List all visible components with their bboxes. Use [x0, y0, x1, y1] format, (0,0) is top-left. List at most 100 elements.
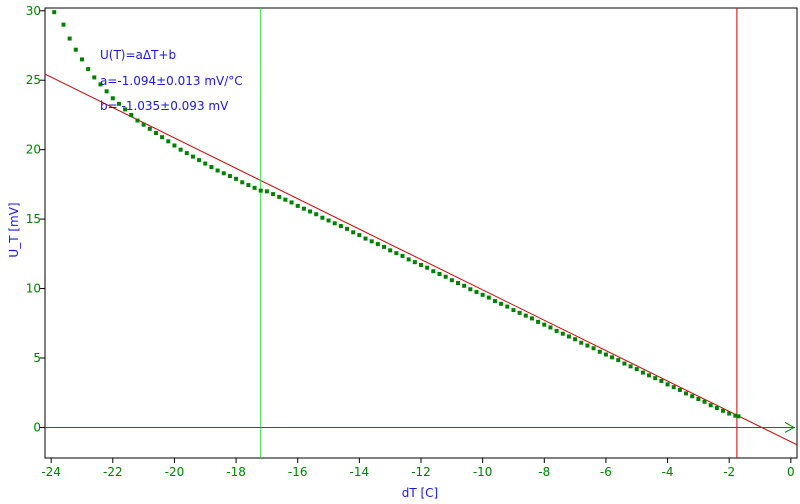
data-point — [696, 396, 701, 401]
data-point — [363, 236, 368, 241]
data-point — [221, 171, 226, 176]
data-point — [264, 189, 269, 194]
data-point — [271, 192, 276, 197]
data-point — [209, 165, 214, 170]
y-tick-label: 10 — [26, 282, 41, 296]
data-point — [61, 22, 66, 27]
data-point — [455, 281, 460, 285]
data-point — [727, 411, 732, 416]
data-point — [529, 316, 534, 321]
data-point — [542, 322, 547, 327]
data-point — [406, 257, 411, 262]
fit-line-layer — [44, 73, 798, 446]
data-point — [400, 253, 405, 258]
x-tick-label: -8 — [538, 465, 550, 479]
data-point — [566, 334, 571, 339]
data-point — [603, 352, 608, 357]
annotation-formula: U(T)=aΔT+b — [100, 48, 176, 62]
data-point — [345, 226, 350, 231]
data-point — [486, 295, 491, 300]
data-point — [443, 274, 448, 279]
data-point — [289, 200, 294, 205]
data-point — [246, 183, 251, 188]
x-tick-label: -12 — [411, 465, 431, 479]
annotation-slope: a=-1.094±0.013 mV/°C — [100, 74, 243, 88]
data-point — [733, 413, 738, 418]
data-point — [419, 262, 423, 267]
data-point — [517, 310, 522, 315]
data-point — [178, 147, 183, 152]
zero-axis-layer — [45, 422, 796, 433]
data-point — [560, 331, 565, 336]
x-tick-label: -24 — [41, 465, 61, 479]
data-point — [412, 260, 417, 265]
data-point — [474, 290, 479, 295]
x-tick-label: -2 — [723, 465, 735, 479]
y-tick-label: 30 — [26, 4, 41, 18]
data-point — [172, 143, 177, 148]
data-point — [665, 382, 670, 387]
fit-line — [44, 73, 798, 446]
data-point — [394, 251, 399, 256]
data-point — [640, 370, 645, 375]
y-tick-label: 0 — [33, 420, 41, 434]
data-point — [480, 292, 485, 297]
data-point — [425, 265, 430, 270]
data-point — [690, 394, 695, 399]
y-tick-label: 25 — [26, 73, 41, 87]
data-point — [369, 239, 374, 244]
data-point — [357, 233, 362, 238]
data-point — [135, 118, 140, 123]
data-point — [579, 340, 584, 345]
data-point — [79, 57, 84, 62]
data-points-layer — [52, 10, 741, 419]
x-tick-label: -6 — [600, 465, 612, 479]
data-point — [338, 224, 343, 229]
data-point — [511, 308, 516, 313]
data-point — [462, 283, 467, 288]
data-point — [147, 126, 152, 131]
data-point — [554, 328, 559, 333]
data-point — [332, 221, 337, 226]
data-point — [671, 385, 676, 390]
data-point — [622, 361, 627, 366]
data-point — [215, 168, 220, 173]
data-point — [388, 248, 393, 253]
x-ticks-layer: -24 -22 -20 -18 -16 -14 -12 -10 -8 -6 -4 -2 0 — [41, 458, 795, 479]
data-point — [52, 10, 57, 15]
data-point — [573, 337, 578, 342]
y-tick-label: 15 — [26, 212, 41, 226]
data-point — [67, 36, 72, 41]
data-point — [98, 82, 103, 87]
x-tick-label: -10 — [473, 465, 493, 479]
data-point — [684, 391, 689, 396]
data-point — [702, 399, 707, 404]
x-tick-label: 0 — [787, 465, 795, 479]
data-point — [166, 139, 171, 144]
data-point — [591, 346, 596, 351]
data-point — [492, 299, 497, 304]
x-tick-label: -14 — [350, 465, 370, 479]
data-point — [610, 355, 615, 360]
data-point — [73, 47, 78, 52]
x-tick-label: -18 — [226, 465, 246, 479]
data-point — [351, 230, 356, 235]
y-tick-label: 20 — [26, 143, 41, 157]
data-point — [283, 197, 288, 202]
data-point — [320, 215, 325, 220]
x-tick-label: -4 — [662, 465, 674, 479]
data-point — [382, 244, 387, 249]
x-tick-label: -16 — [288, 465, 308, 479]
data-point — [141, 122, 146, 127]
data-point — [301, 206, 306, 211]
data-point — [659, 378, 664, 383]
data-point — [227, 174, 232, 179]
x-tick-label: -20 — [165, 465, 185, 479]
data-point — [197, 158, 202, 163]
data-point — [536, 319, 541, 324]
y-ticks-layer: 0 5 10 15 20 25 30 — [26, 4, 45, 434]
data-point — [153, 131, 158, 135]
x-tick-label: -22 — [103, 465, 123, 479]
data-point — [468, 287, 473, 292]
